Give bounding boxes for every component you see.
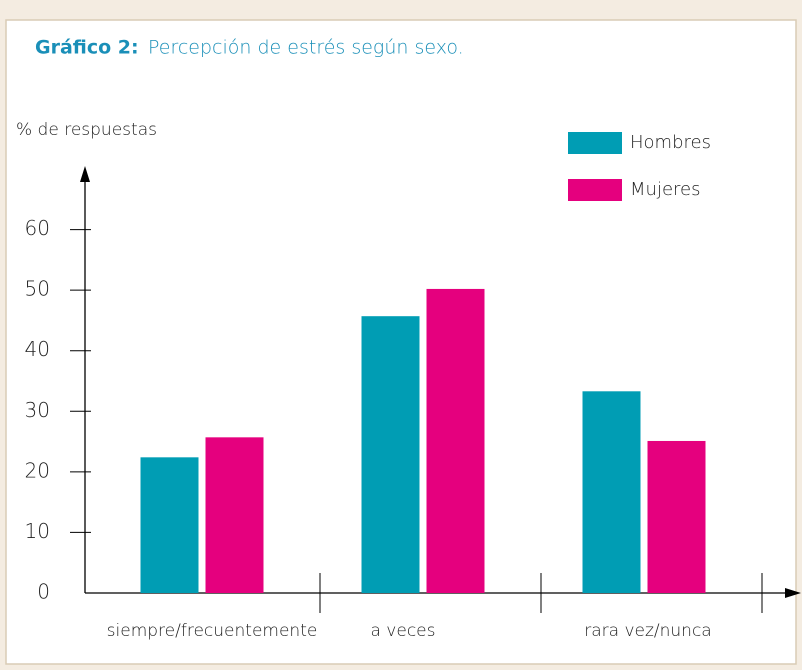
- y-axis-label: % de respuestas: [16, 120, 157, 140]
- bar: [647, 440, 706, 593]
- y-tick-label: 20: [25, 458, 50, 482]
- legend-label: Hombres: [630, 132, 711, 153]
- bar: [582, 391, 641, 593]
- legend-swatch: [568, 132, 622, 154]
- y-tick-label: 10: [25, 519, 50, 543]
- legend-label: Mujeres: [630, 179, 700, 200]
- y-tick-label: 60: [25, 216, 50, 240]
- y-tick-label: 40: [25, 337, 50, 361]
- y-tick-label: 30: [25, 398, 50, 422]
- x-tick-label: siempre/frecuentemente: [107, 621, 318, 641]
- y-tick-label: 50: [25, 277, 50, 301]
- y-axis-arrow: [80, 166, 90, 182]
- x-tick-label: a veces: [370, 621, 435, 641]
- chart-title-label: Gráfico 2:: [35, 37, 139, 59]
- x-axis-arrow: [785, 588, 801, 598]
- bar: [426, 288, 485, 593]
- chart-title: Percepción de estrés según sexo.: [148, 37, 464, 59]
- y-tick-label: 0: [37, 580, 50, 604]
- bar: [140, 457, 199, 593]
- bar: [205, 437, 264, 593]
- x-tick-label: rara vez/nunca: [584, 621, 711, 641]
- bar: [361, 316, 420, 593]
- legend-swatch: [568, 179, 622, 201]
